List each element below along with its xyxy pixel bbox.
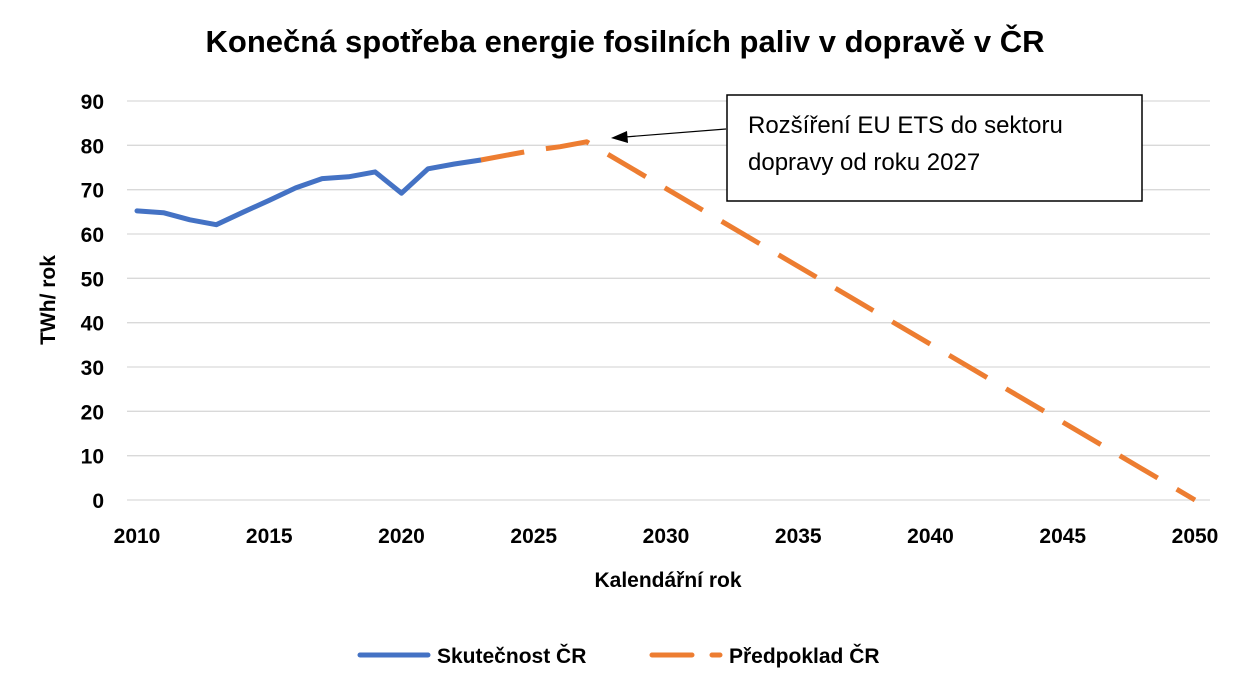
- y-tick-50: 50: [81, 268, 104, 291]
- x-tick-2030: 2030: [643, 525, 690, 548]
- legend: Skutečnost ČR Předpoklad ČR: [357, 644, 880, 668]
- x-tick-labels: 2010 2015 2020 2025 2030 2035 2040 2045 2050: [114, 525, 1219, 548]
- series-line-actual: [134, 157, 484, 228]
- y-tick-60: 60: [81, 224, 104, 247]
- y-tick-20: 20: [81, 401, 104, 424]
- annotation-arrowhead: [611, 131, 628, 143]
- y-tick-40: 40: [81, 313, 104, 336]
- x-tick-2045: 2045: [1039, 525, 1086, 548]
- x-tick-2025: 2025: [510, 525, 557, 548]
- legend-label-forecast: Předpoklad ČR: [729, 644, 880, 668]
- legend-label-actual: Skutečnost ČR: [437, 644, 586, 668]
- annotation-arrow: [624, 128, 727, 138]
- annotation-line-1: Rozšíření EU ETS do sektoru: [748, 112, 1063, 139]
- y-tick-80: 80: [81, 135, 104, 158]
- annotation-box: [726, 94, 1143, 202]
- y-tick-0: 0: [92, 490, 104, 513]
- x-tick-2020: 2020: [378, 525, 425, 548]
- x-axis-title: Kalendářní rok: [594, 569, 741, 592]
- y-tick-labels: 0 10 20 30 40 50 60 70 80 90: [81, 91, 104, 513]
- annotation-line-2: dopravy od roku 2027: [748, 149, 980, 176]
- x-tick-2035: 2035: [775, 525, 822, 548]
- x-tick-2050: 2050: [1172, 525, 1219, 548]
- annotation: Rozšíření EU ETS do sektoru dopravy od r…: [611, 94, 1143, 202]
- y-tick-70: 70: [81, 180, 104, 203]
- y-tick-90: 90: [81, 91, 104, 114]
- y-tick-10: 10: [81, 446, 104, 469]
- x-tick-2010: 2010: [114, 525, 161, 548]
- x-tick-2015: 2015: [246, 525, 293, 548]
- x-tick-2040: 2040: [907, 525, 954, 548]
- series-line-forecast: [480, 139, 1197, 503]
- y-axis-title: TWh/ rok: [37, 255, 60, 345]
- series-lines: [134, 139, 1197, 503]
- y-tick-30: 30: [81, 357, 104, 380]
- chart-title: Konečná spotřeba energie fosilních paliv…: [206, 23, 1045, 59]
